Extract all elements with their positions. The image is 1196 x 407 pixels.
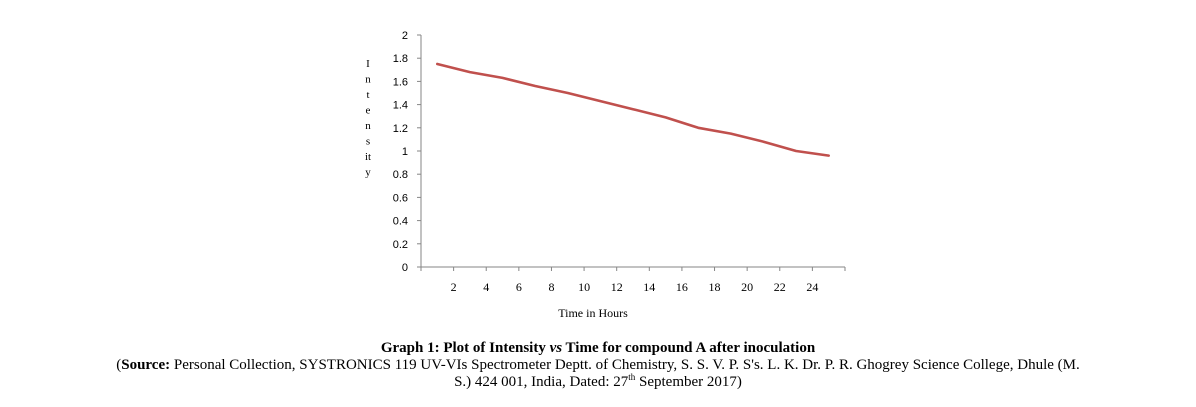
line-chart: 00.20.40.60.811.21.41.61.82 2 4 6 8 10 12 14 16… xyxy=(365,30,846,320)
caption-title-post: Time for compound A after inoculation xyxy=(562,340,816,356)
caption-source-open: ( xyxy=(116,357,122,373)
y-tick-label: 1.4 xyxy=(393,100,408,112)
caption-source-sup: th xyxy=(628,372,636,382)
x-tick-label: 20 xyxy=(741,280,753,294)
x-axis-label: Time in Hours xyxy=(558,306,628,320)
y-tick-label: 1 xyxy=(402,146,408,158)
x-tick-label: 8 xyxy=(548,280,554,294)
x-tick-label: 12 xyxy=(611,280,623,294)
y-tick-label: 1.2 xyxy=(393,123,408,135)
y-axis-label-glyph: y xyxy=(365,167,371,179)
caption-title-vs: vs xyxy=(549,340,563,356)
y-tick-label: 0.4 xyxy=(393,216,408,228)
caption-source-text-2: S.) 424 001, India, Dated: 27 xyxy=(454,374,629,390)
series-line xyxy=(435,62,831,157)
y-axis-label-glyph: n xyxy=(365,120,371,132)
x-tick-label: 18 xyxy=(709,280,721,294)
y-axis-label: Intensity xyxy=(365,58,371,179)
x-tick-label: 24 xyxy=(806,280,818,294)
y-axis-label-glyph: n xyxy=(365,74,371,86)
caption-source-line-1: (Source: Personal Collection, SYSTRONICS… xyxy=(0,357,1196,374)
x-tick-label: 2 xyxy=(451,280,457,294)
y-tick-label: 2 xyxy=(402,30,408,42)
series-group xyxy=(435,62,831,157)
y-tick-label: 0 xyxy=(402,262,408,274)
y-axis-label-glyph: e xyxy=(366,105,371,117)
caption-source-line-2: S.) 424 001, India, Dated: 27th Septembe… xyxy=(0,372,1196,391)
caption-title-pre: Graph 1: Plot of Intensity xyxy=(380,340,550,356)
x-tick-label: 10 xyxy=(578,280,590,294)
x-tick-label: 4 xyxy=(483,280,489,294)
x-tick-label: 16 xyxy=(676,280,688,294)
y-tick-label: 0.2 xyxy=(393,239,408,251)
y-tick-label: 1.8 xyxy=(393,53,408,65)
caption-source-text-1: Personal Collection, SYSTRONICS 119 UV-V… xyxy=(170,357,1080,373)
y-axis-label-glyph: it xyxy=(365,151,371,163)
x-tick-label: 22 xyxy=(774,280,786,294)
x-axis: 2 4 6 8 10 12 14 16 18 20 22 24 xyxy=(420,266,846,294)
y-tick-label: 0.8 xyxy=(393,169,408,181)
y-tick-label: 1.6 xyxy=(393,76,408,88)
figure-caption: Graph 1: Plot of Intensity vs Time for c… xyxy=(0,340,1196,391)
caption-title: Graph 1: Plot of Intensity vs Time for c… xyxy=(0,340,1196,357)
y-axis-label-glyph: s xyxy=(366,136,370,148)
y-axis-label-glyph: t xyxy=(366,89,369,101)
y-tick-label: 0.6 xyxy=(393,192,408,204)
caption-source-label: Source: xyxy=(121,357,171,373)
caption-source-text-3: September 2017) xyxy=(635,374,742,390)
y-axis: 0 0.2 0.4 0.6 0.8 1 1.2 1.4 1.6 1.8 2 xyxy=(393,30,422,274)
x-tick-label: 6 xyxy=(516,280,522,294)
y-axis-label-glyph: I xyxy=(366,58,370,70)
x-tick-label: 14 xyxy=(643,280,655,294)
